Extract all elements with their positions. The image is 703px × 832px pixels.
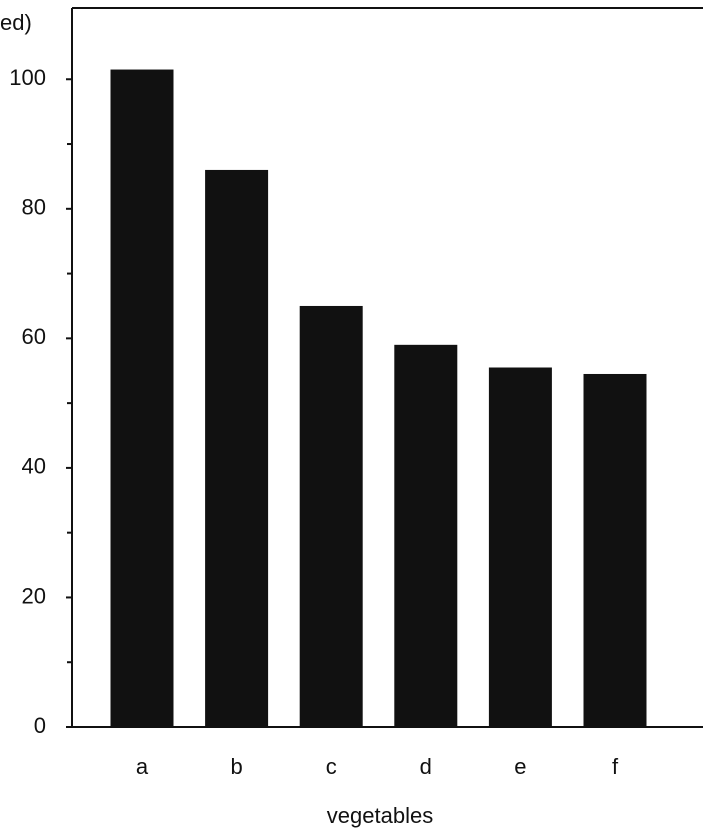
x-tick-label: e	[514, 754, 526, 779]
bar	[110, 69, 174, 728]
x-tick-label: b	[230, 754, 242, 779]
y-tick-label: 0	[34, 713, 46, 738]
y-tick-label: 60	[22, 324, 46, 349]
bar	[205, 169, 269, 727]
y-axis-label: ed)	[0, 10, 32, 35]
x-axis-label: vegetables	[327, 803, 433, 828]
bar	[394, 344, 458, 727]
y-tick-label: 100	[9, 65, 46, 90]
y-tick-label: 20	[22, 583, 46, 608]
y-tick-label: 40	[22, 454, 46, 479]
y-tick-label: 80	[22, 195, 46, 220]
bar	[299, 305, 363, 727]
x-tick-label: d	[420, 754, 432, 779]
bar	[488, 367, 552, 727]
bar	[583, 373, 647, 727]
x-tick-label: a	[136, 754, 149, 779]
x-tick-label: f	[612, 754, 619, 779]
x-tick-label: c	[326, 754, 337, 779]
